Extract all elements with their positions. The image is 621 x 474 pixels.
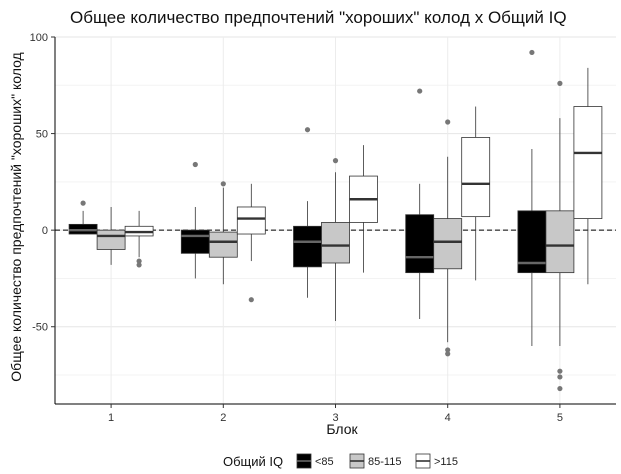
series-0 [68,49,547,347]
box-1-2 [321,158,350,321]
outlier-point [417,88,423,94]
y-tick-label: 100 [30,32,48,44]
chart-title: Общее количество предпочтений "хороших" … [70,8,567,27]
box-body [208,231,238,258]
x-tick-label: 4 [445,412,451,424]
outlier-point [557,368,563,374]
box-0-3 [405,88,435,320]
outlier-point [192,161,198,168]
x-axis-title: Блок [326,421,358,437]
box-0-0 [68,200,98,235]
box-body [461,137,491,218]
outlier-point [529,49,535,56]
legend-label: 85-115 [368,456,401,468]
box-2-2 [349,145,378,273]
y-tick-label: 0 [42,225,48,237]
outlier-point [136,262,142,268]
outlier-point [557,385,563,392]
outlier-point [80,200,86,206]
outlier-point [304,127,311,133]
box-2-4 [573,67,603,285]
y-tick-label: 50 [36,129,48,141]
box-body [180,229,210,254]
box-body [405,214,435,274]
x-tick-label: 3 [332,412,338,424]
outlier-point [332,158,339,164]
series-2 [124,67,603,303]
outlier-point [445,119,451,125]
outlier-point [557,80,563,86]
series-1 [96,80,575,392]
outlier-point [445,351,451,357]
box-1-4 [545,80,575,392]
x-tick-label: 5 [557,412,563,424]
outlier-point [136,258,142,264]
box-1-3 [433,119,463,357]
box-2-3 [461,106,491,281]
legend-label: >115 [434,456,458,468]
outlier-point [557,374,563,380]
outlier-point [220,181,226,187]
box-0-2 [293,127,322,298]
box-body [293,225,322,268]
y-axis-title: Общее количество предпочтений "хороших" … [8,52,24,381]
box-0-1 [180,161,210,279]
box-body [573,106,603,219]
outlier-point [445,347,451,353]
x-tick-label: 1 [108,412,114,424]
box-2-0 [124,210,154,268]
plot-area: -50 0 50 100 1 2 3 4 5 [30,32,616,424]
legend-label: <85 [315,456,334,468]
box-1-0 [96,206,126,265]
box-body [545,210,575,274]
y-tick-label: -50 [32,322,48,334]
box-body [96,229,126,250]
box-body [433,218,463,270]
legend: Общий IQ <85 85-115 >115 [223,453,458,469]
box-body [236,206,266,235]
box-1-1 [208,181,238,285]
outlier-point [248,297,254,303]
legend-title: Общий IQ [223,454,283,469]
box-2-1 [236,183,266,303]
box-body [321,222,350,264]
x-tick-label: 2 [220,412,226,424]
box-0-4 [517,49,547,347]
